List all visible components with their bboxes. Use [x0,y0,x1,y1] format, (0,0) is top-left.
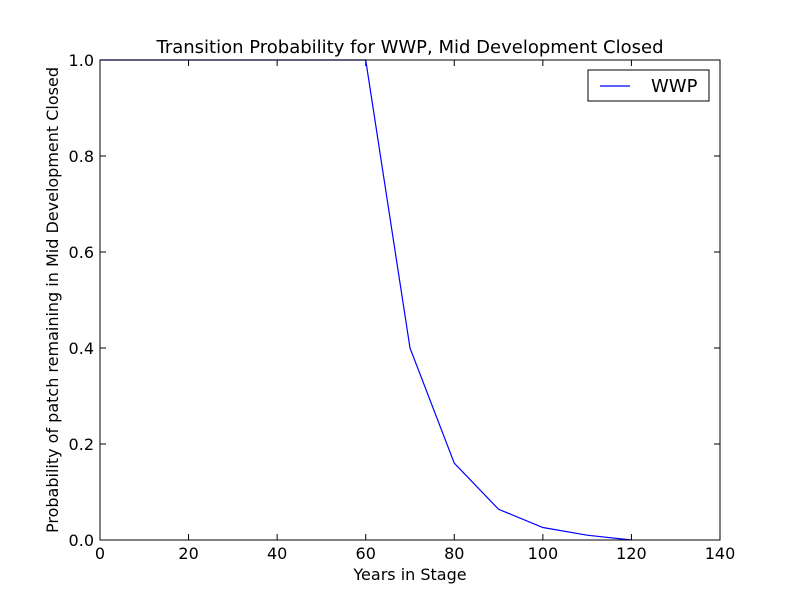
plot-frame [99,59,721,541]
legend: WWP [587,69,710,102]
series-line-wwp [100,59,632,541]
y-axis-label: Probability of patch remaining in Mid De… [43,67,62,533]
x-axis-label: Years in Stage [352,565,466,584]
x-tick-label: 80 [444,544,464,563]
x-tick-label: 40 [267,544,287,563]
y-tick-label: 0.2 [69,435,94,454]
x-tick-label: 120 [616,544,647,563]
axis-ticks: 0 20 40 60 80 100 120 140 0.0 0.2 0.4 0.6 0.8 1.0 [69,51,736,563]
x-tick-label: 0 [95,544,105,563]
y-tick-label: 0.4 [69,339,94,358]
x-tick-label: 140 [705,544,736,563]
x-tick-label: 20 [178,544,198,563]
y-tick-label: 0.8 [69,147,94,166]
y-tick-label: 0.0 [69,531,94,550]
y-tick-label: 1.0 [69,51,94,70]
legend-label-wwp: WWP [651,76,698,97]
series-lines [99,59,632,541]
x-tick-label: 100 [528,544,559,563]
chart-title: Transition Probability for WWP, Mid Deve… [155,37,663,58]
x-tick-label: 60 [356,544,376,563]
y-tick-label: 0.6 [69,243,94,262]
